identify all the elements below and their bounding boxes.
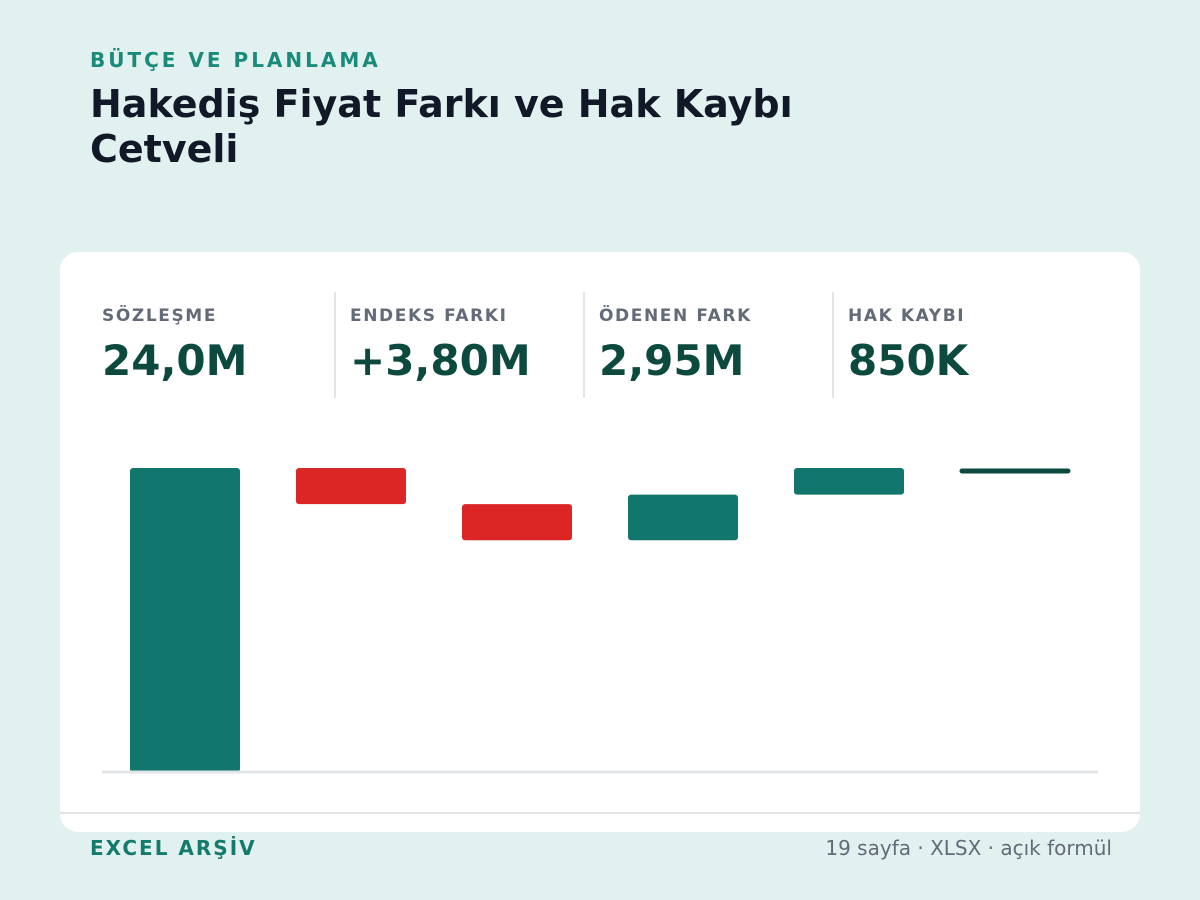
- stat-paid-difference: ÖDENEN FARK 2,95M: [583, 292, 815, 398]
- waterfall-bar-3: [462, 504, 572, 541]
- waterfall-bar-1: [130, 468, 240, 772]
- stat-label: ÖDENEN FARK: [599, 306, 752, 326]
- footer-meta: 19 sayfa · XLSX · açık formül: [825, 836, 1112, 860]
- waterfall-chart: [102, 468, 1098, 774]
- stat-value: 24,0M: [102, 336, 248, 385]
- waterfall-bar-2: [296, 468, 406, 505]
- stat-index-difference: ENDEKS FARKI +3,80M: [334, 292, 566, 398]
- page-title: Hakediş Fiyat Farkı ve Hak Kaybı Cetveli: [90, 82, 793, 171]
- stat-label: ENDEKS FARKI: [350, 306, 508, 326]
- stat-contract: SÖZLEŞME 24,0M: [102, 292, 332, 398]
- stat-value: 850K: [848, 336, 969, 385]
- stat-loss-of-right: HAK KAYBI 850K: [832, 292, 1064, 398]
- stat-label: HAK KAYBI: [848, 306, 966, 326]
- chart-card: SÖZLEŞME 24,0M ENDEKS FARKI +3,80M ÖDENE…: [60, 252, 1140, 832]
- stat-label: SÖZLEŞME: [102, 306, 218, 326]
- stat-value: 2,95M: [599, 336, 745, 385]
- eyebrow: BÜTÇE VE PLANLAMA: [90, 48, 381, 72]
- footer-brand: EXCEL ARŞİV: [90, 836, 257, 860]
- waterfall-bar-5: [794, 468, 904, 495]
- stat-value: +3,80M: [350, 336, 531, 385]
- card-divider: [60, 812, 1140, 814]
- waterfall-bar-4: [628, 494, 738, 541]
